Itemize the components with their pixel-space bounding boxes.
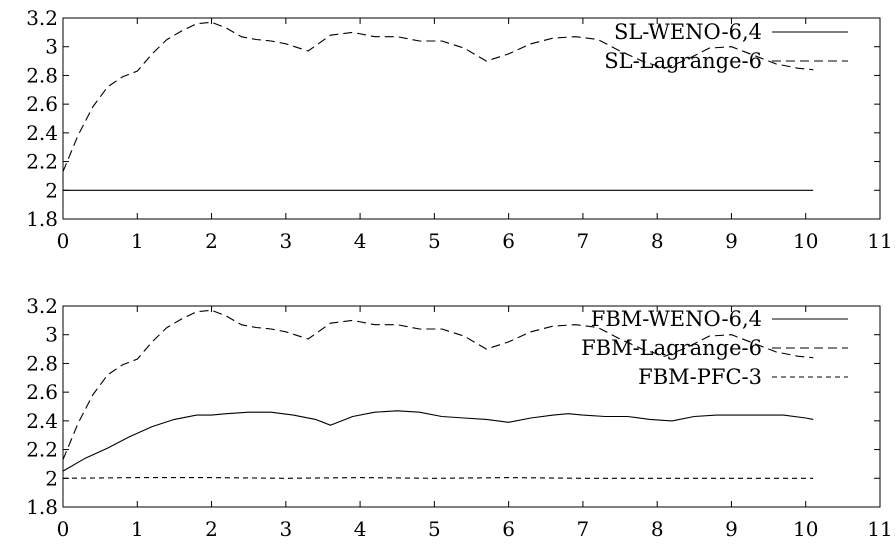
y-tick-label: 2.8 bbox=[26, 63, 58, 87]
x-tick-label: 2 bbox=[205, 229, 218, 253]
y-tick-label: 1.8 bbox=[26, 495, 58, 519]
y-tick-label: 3.2 bbox=[26, 6, 58, 30]
x-tick-label: 3 bbox=[279, 229, 292, 253]
series-line-fbm-pfc-3 bbox=[62, 477, 814, 479]
y-tick-label: 2.6 bbox=[26, 380, 58, 404]
plot-frame bbox=[62, 17, 881, 220]
x-tick-label: 6 bbox=[502, 229, 515, 253]
x-tick-label: 8 bbox=[651, 229, 664, 253]
y-tick-label: 2.2 bbox=[26, 150, 58, 174]
x-tick-label: 2 bbox=[205, 517, 218, 541]
y-tick-label: 2 bbox=[45, 178, 58, 202]
x-tick-label: 1 bbox=[131, 517, 144, 541]
x-tick-label: 8 bbox=[651, 517, 664, 541]
series-line-fbm-lagrange-6 bbox=[62, 309, 814, 460]
x-tick-label: 3 bbox=[279, 517, 292, 541]
x-tick-label: 9 bbox=[725, 229, 738, 253]
legend-label: FBM-PFC-3 bbox=[638, 365, 762, 389]
chart-panel-1: 0 1 2 3 4 5 6 7 8 9 10 11 1.8 2 2.2 2.4 2.6 2.8 3 3.2 SL-WEN… bbox=[26, 6, 893, 253]
chart-panel-2: 0 1 2 3 4 5 6 7 8 9 10 11 1.8 2 2.2 2.4 2.6 2.8 3 3.2 FBM-WE… bbox=[26, 294, 893, 541]
legend: FBM-WENO-6,4 FBM-Lagrange-6 FBM-PFC-3 bbox=[581, 307, 848, 389]
series-line-fbm-weno-6-4 bbox=[62, 410, 814, 472]
series-line-sl-lagrange-6 bbox=[62, 21, 814, 172]
x-tick-label: 11 bbox=[867, 517, 892, 541]
legend-label: SL-WENO-6,4 bbox=[614, 20, 762, 44]
x-tick-label: 11 bbox=[867, 229, 892, 253]
legend-label: FBM-WENO-6,4 bbox=[591, 307, 762, 331]
y-tick-label: 2.4 bbox=[26, 409, 58, 433]
x-tick-label: 0 bbox=[57, 517, 70, 541]
x-tick-label: 4 bbox=[354, 517, 367, 541]
plot-frame bbox=[62, 305, 881, 508]
y-tick-label: 2.2 bbox=[26, 438, 58, 462]
y-tick-label: 3 bbox=[45, 35, 58, 59]
x-tick-label: 9 bbox=[725, 517, 738, 541]
legend-label: SL-Lagrange-6 bbox=[604, 49, 762, 73]
x-tick-label: 10 bbox=[793, 229, 818, 253]
x-tick-label: 0 bbox=[57, 229, 70, 253]
x-tick-label: 1 bbox=[131, 229, 144, 253]
y-tick-label: 2.4 bbox=[26, 121, 58, 145]
x-tick-label: 5 bbox=[428, 517, 441, 541]
y-tick-label: 3.2 bbox=[26, 294, 58, 318]
x-tick-label: 10 bbox=[793, 517, 818, 541]
x-tick-label: 7 bbox=[577, 517, 590, 541]
y-tick-label: 2 bbox=[45, 466, 58, 490]
y-tick-label: 2.6 bbox=[26, 92, 58, 116]
x-tick-label: 6 bbox=[502, 517, 515, 541]
y-tick-label: 1.8 bbox=[26, 207, 58, 231]
y-tick-label: 3 bbox=[45, 323, 58, 347]
y-tick-label: 2.8 bbox=[26, 351, 58, 375]
legend: SL-WENO-6,4 SL-Lagrange-6 bbox=[604, 20, 848, 73]
legend-label: FBM-Lagrange-6 bbox=[581, 336, 762, 360]
x-tick-label: 5 bbox=[428, 229, 441, 253]
x-tick-label: 4 bbox=[354, 229, 367, 253]
x-tick-label: 7 bbox=[577, 229, 590, 253]
